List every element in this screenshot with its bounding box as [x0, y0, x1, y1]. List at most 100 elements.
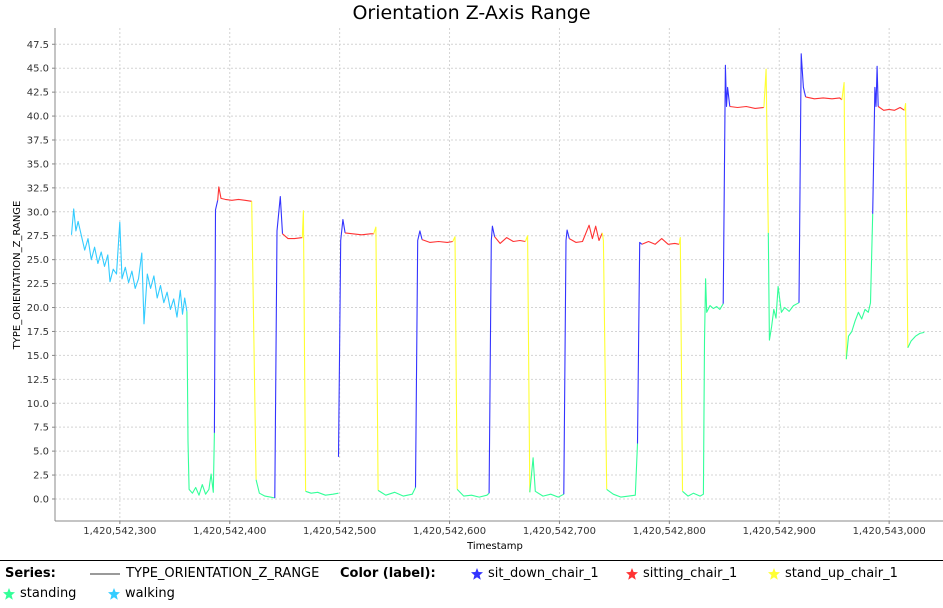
legend-series-name: TYPE_ORIENTATION_Z_RANGE [126, 566, 320, 581]
x-tick-label: 1,420,542,500 [303, 526, 376, 537]
series-line-sitting-chair-1 [729, 105, 764, 109]
series-line-stand-up-chair-1 [841, 82, 847, 360]
y-tick-label: 17.5 [27, 327, 49, 338]
legend-star-icon [470, 567, 484, 581]
legend-item-walking: walking [107, 584, 175, 604]
legend-star-icon [107, 587, 121, 601]
series-line-standing [456, 489, 490, 498]
x-tick-label: 1,420,542,600 [413, 526, 486, 537]
y-tick-label: 32.5 [27, 183, 49, 194]
legend-item-label: stand_up_chair_1 [785, 566, 898, 581]
y-tick-label: 2.5 [33, 471, 49, 482]
grid-lines [55, 28, 943, 521]
y-tick-label: 15.0 [27, 351, 49, 362]
y-axis-ticks: 0.0 2.5 5.0 7.5 10.0 12.5 15.0 17.5 20.0 22.5 25.0… [27, 40, 55, 505]
series-line-standing [255, 479, 275, 499]
x-tick-label: 1,420,542,900 [743, 526, 816, 537]
legend-item-sitting-chair-1: sitting_chair_1 [625, 564, 737, 584]
y-tick-label: 30.0 [27, 207, 49, 218]
y-tick-label: 7.5 [33, 423, 49, 434]
series-line-stand-up-chair-1 [601, 232, 608, 490]
series-line-standing [845, 213, 874, 360]
series-line-sit-down-chair-1 [213, 200, 219, 433]
chart-title: Orientation Z-Axis Range [352, 2, 590, 24]
series-line-sitting-chair-1 [217, 186, 252, 202]
series-line-sitting-chair-1 [345, 232, 374, 236]
series-line-sit-down-chair-1 [274, 195, 284, 499]
y-tick-label: 35.0 [27, 159, 49, 170]
series-line-sitting-chair-1 [569, 224, 603, 243]
series-line-sit-down-chair-1 [337, 218, 346, 457]
y-tick-label: 25.0 [27, 255, 49, 266]
legend-series-heading: Series: [5, 566, 56, 581]
y-tick-label: 12.5 [27, 375, 49, 386]
series-line-stand-up-chair-1 [903, 103, 909, 348]
legend-item-label: standing [20, 586, 77, 601]
series-line-stand-up-chair-1 [763, 68, 769, 233]
y-tick-label: 37.5 [27, 136, 49, 147]
series-line-sit-down-chair-1 [563, 229, 570, 495]
y-tick-label: 0.0 [33, 494, 49, 505]
series-line-standing [767, 232, 800, 341]
y-tick-label: 5.0 [33, 447, 49, 458]
y-tick-label: 27.5 [27, 231, 49, 242]
series-line-standing [305, 490, 339, 496]
legend-item-stand-up-chair-1: stand_up_chair_1 [767, 564, 898, 584]
legend-color-heading: Color (label): [340, 566, 436, 581]
x-tick-label: 1,420,542,700 [523, 526, 596, 537]
series-line-stand-up-chair-1 [373, 226, 379, 491]
series-line-walking [70, 208, 188, 325]
y-tick-label: 20.0 [27, 303, 49, 314]
series-line-stand-up-chair-1 [678, 237, 684, 492]
series-line-sit-down-chair-1 [636, 241, 643, 444]
series-line-stand-up-chair-1 [251, 201, 257, 480]
legend-star-icon [625, 567, 639, 581]
y-tick-label: 47.5 [27, 40, 49, 51]
series-line-sit-down-chair-1 [488, 225, 496, 494]
legend-item-label: sitting_chair_1 [643, 566, 738, 581]
legend-row-2: standing walking [0, 584, 943, 604]
x-tick-label: 1,420,542,300 [83, 526, 156, 537]
legend-series-entry: TYPE_ORIENTATION_Z_RANGE [90, 564, 319, 584]
legend-star-icon [767, 567, 781, 581]
data-series [70, 53, 925, 499]
series-line-sit-down-chair-1 [414, 230, 423, 488]
series-line-sit-down-chair-1 [872, 65, 879, 214]
legend-item-label: sit_down_chair_1 [488, 566, 599, 581]
x-tick-label: 1,420,542,400 [193, 526, 266, 537]
x-tick-label: 1,420,543,000 [853, 526, 926, 537]
legend-item-label: walking [125, 586, 175, 601]
legend-row-1: Series: TYPE_ORIENTATION_Z_RANGE Color (… [0, 564, 943, 584]
series-line-stand-up-chair-1 [524, 235, 531, 493]
series-line-standing [682, 278, 724, 497]
y-tick-label: 10.0 [27, 399, 49, 410]
line-chart: Orientation Z-Axis Range 0.0 2.5 5.0 7.5 10.… [12, 2, 943, 552]
series-line-standing [529, 457, 565, 498]
series-line-sit-down-chair-1 [798, 53, 807, 303]
legend-item-sit-down-chair-1: sit_down_chair_1 [470, 564, 599, 584]
y-tick-label: 40.0 [27, 112, 49, 123]
series-line-sitting-chair-1 [805, 96, 843, 101]
y-axis-label: TYPE_ORIENTATION_Z_RANGE [12, 201, 23, 351]
legend: Series: TYPE_ORIENTATION_Z_RANGE Color (… [0, 560, 943, 607]
series-line-sitting-chair-1 [421, 239, 453, 243]
legend-star-icon [2, 587, 16, 601]
y-tick-label: 42.5 [27, 88, 49, 99]
series-line-standing [186, 311, 215, 496]
series-line-standing [907, 331, 925, 348]
y-tick-label: 45.0 [27, 64, 49, 75]
series-line-sitting-chair-1 [641, 238, 680, 245]
x-tick-label: 1,420,542,800 [633, 526, 706, 537]
series-line-standing [606, 443, 639, 498]
x-axis-ticks: 1,420,542,300 1,420,542,400 1,420,542,500 1… [83, 521, 926, 537]
legend-line-swatch [90, 572, 120, 575]
series-line-standing [377, 487, 416, 497]
series-line-sitting-chair-1 [282, 233, 303, 240]
x-axis-label: Timestamp [466, 541, 523, 552]
series-line-sit-down-chair-1 [722, 64, 731, 304]
plot-area [55, 28, 943, 521]
y-tick-label: 22.5 [27, 279, 49, 290]
series-line-stand-up-chair-1 [301, 210, 307, 492]
series-line-stand-up-chair-1 [452, 236, 458, 490]
legend-item-standing: standing [2, 584, 76, 604]
